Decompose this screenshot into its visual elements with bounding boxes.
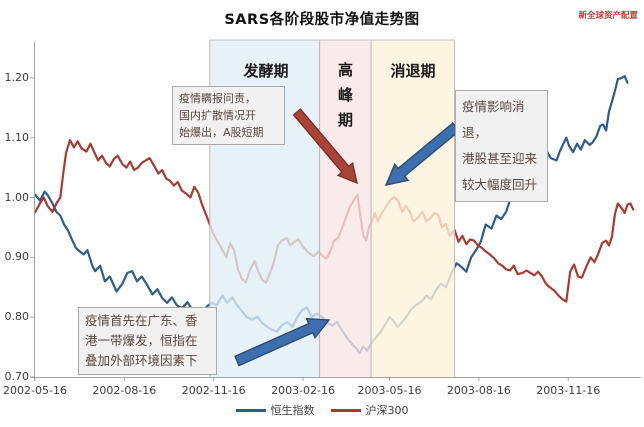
legend-label: 恒生指数 xyxy=(270,404,315,417)
chart-title: SARS各阶段股市净值走势图 xyxy=(224,12,420,28)
legend-swatch-icon xyxy=(330,408,361,412)
y-tick-label: 1.00 xyxy=(4,190,30,204)
blue-arrow-to-hsi-trough xyxy=(234,317,331,367)
y-tick-label: 0.80 xyxy=(4,310,30,324)
legend-swatch-icon xyxy=(235,408,266,412)
x-tick-label: 2002-05-16 xyxy=(3,384,67,397)
x-tick-label: 2003-02-16 xyxy=(271,384,336,397)
y-tick-label: 1.10 xyxy=(4,130,30,144)
x-tick-label: 2002-08-16 xyxy=(92,384,157,397)
chart-legend: 恒生指数 沪深300 xyxy=(0,402,644,418)
y-tick-label: 0.70 xyxy=(4,370,30,383)
red-arrow-to-csi300-peak xyxy=(292,108,358,185)
y-tick-label: 0.90 xyxy=(4,250,30,264)
x-tick-label: 2003-08-16 xyxy=(446,384,511,397)
annotation-box-coverup-accountability: 疫情瞒报问责， 国内扩散情况开 始爆出，A股短期 xyxy=(172,86,285,145)
legend-label: 沪深300 xyxy=(365,404,409,417)
annotation-box-impact-fading: 疫情影响消退， 港股甚至迎来 较大幅度回升 xyxy=(455,90,548,202)
legend-item-1: 沪深300 xyxy=(330,402,409,418)
phase-label-peak: 高峰期 xyxy=(337,61,353,129)
y-tick-label: 1.20 xyxy=(4,70,30,84)
annotation-box-outbreak-origin: 疫情首先在广东、香 港一带爆发，恒指在 叠加外部环境因素下 xyxy=(78,307,217,375)
watermark-text: 新全球资产配置 xyxy=(578,11,638,21)
x-tick-label: 2002-11-16 xyxy=(181,384,246,397)
phase-label-fade: 消退期 xyxy=(390,62,436,80)
x-tick-label: 2003-05-16 xyxy=(357,384,422,397)
phase-band-2 xyxy=(370,39,456,378)
x-tick-label: 2003-11-16 xyxy=(536,384,601,397)
blue-arrow-to-fade-phase xyxy=(384,122,461,186)
legend-item-0: 恒生指数 xyxy=(235,402,315,418)
phase-label-fermentation: 发酵期 xyxy=(243,62,289,80)
